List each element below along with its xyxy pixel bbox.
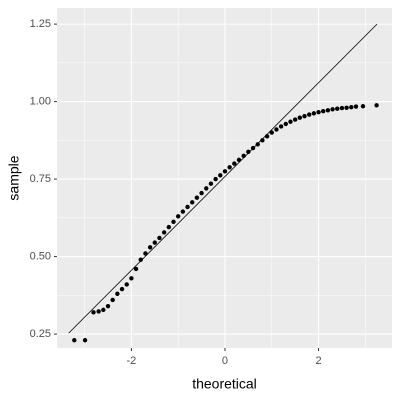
point — [260, 138, 265, 143]
point — [227, 165, 232, 170]
point — [180, 209, 186, 214]
point — [330, 107, 335, 112]
point — [96, 309, 101, 314]
point — [185, 204, 190, 210]
point — [306, 112, 312, 117]
point — [283, 121, 288, 127]
y-tick-label: 0.50 — [30, 250, 51, 262]
point — [374, 103, 379, 108]
point — [166, 224, 172, 230]
point — [325, 108, 331, 113]
point — [302, 113, 307, 119]
point — [246, 149, 251, 155]
point — [232, 161, 237, 166]
y-tick-label: 0.25 — [30, 328, 51, 340]
point — [91, 310, 96, 315]
point — [175, 214, 181, 219]
point — [360, 104, 366, 109]
y-tick-label: 0.75 — [30, 173, 51, 185]
point — [152, 240, 157, 245]
point — [147, 245, 153, 250]
point — [138, 257, 143, 262]
point — [274, 127, 279, 132]
point — [297, 115, 303, 120]
point — [72, 338, 77, 343]
point — [241, 153, 246, 159]
point — [278, 124, 284, 129]
x-axis-title: theoretical — [192, 376, 257, 392]
point — [311, 111, 317, 116]
point — [190, 200, 195, 205]
point — [82, 338, 88, 343]
point — [110, 297, 115, 303]
point — [208, 181, 214, 186]
point — [213, 176, 218, 182]
point — [119, 286, 125, 292]
y-tick-label: 1.25 — [30, 18, 51, 30]
point — [255, 142, 260, 147]
point — [236, 157, 242, 163]
y-axis-title: sample — [6, 155, 22, 200]
point — [316, 109, 321, 115]
point — [105, 303, 111, 309]
point — [199, 190, 204, 196]
point — [124, 282, 129, 287]
point — [204, 186, 209, 191]
x-tick-label: 0 — [222, 355, 228, 367]
x-tick-label: -2 — [127, 355, 137, 367]
point — [321, 109, 326, 114]
point — [344, 105, 349, 110]
point — [157, 235, 162, 241]
reference-line — [68, 23, 378, 334]
point — [143, 251, 148, 256]
y-tick-label: 1.00 — [30, 96, 51, 108]
point — [161, 230, 167, 235]
point — [349, 104, 354, 110]
point — [115, 291, 120, 296]
point — [133, 266, 139, 272]
x-tick-label: 2 — [315, 355, 321, 367]
point — [222, 169, 228, 174]
point — [218, 173, 223, 178]
point — [339, 105, 345, 111]
point — [171, 219, 176, 225]
point — [264, 134, 270, 139]
point — [269, 130, 274, 135]
point — [250, 145, 256, 151]
point — [292, 117, 298, 122]
point — [129, 276, 134, 281]
point — [353, 104, 359, 109]
point — [101, 307, 106, 313]
point — [288, 119, 293, 124]
point — [335, 106, 340, 111]
point — [194, 195, 200, 200]
